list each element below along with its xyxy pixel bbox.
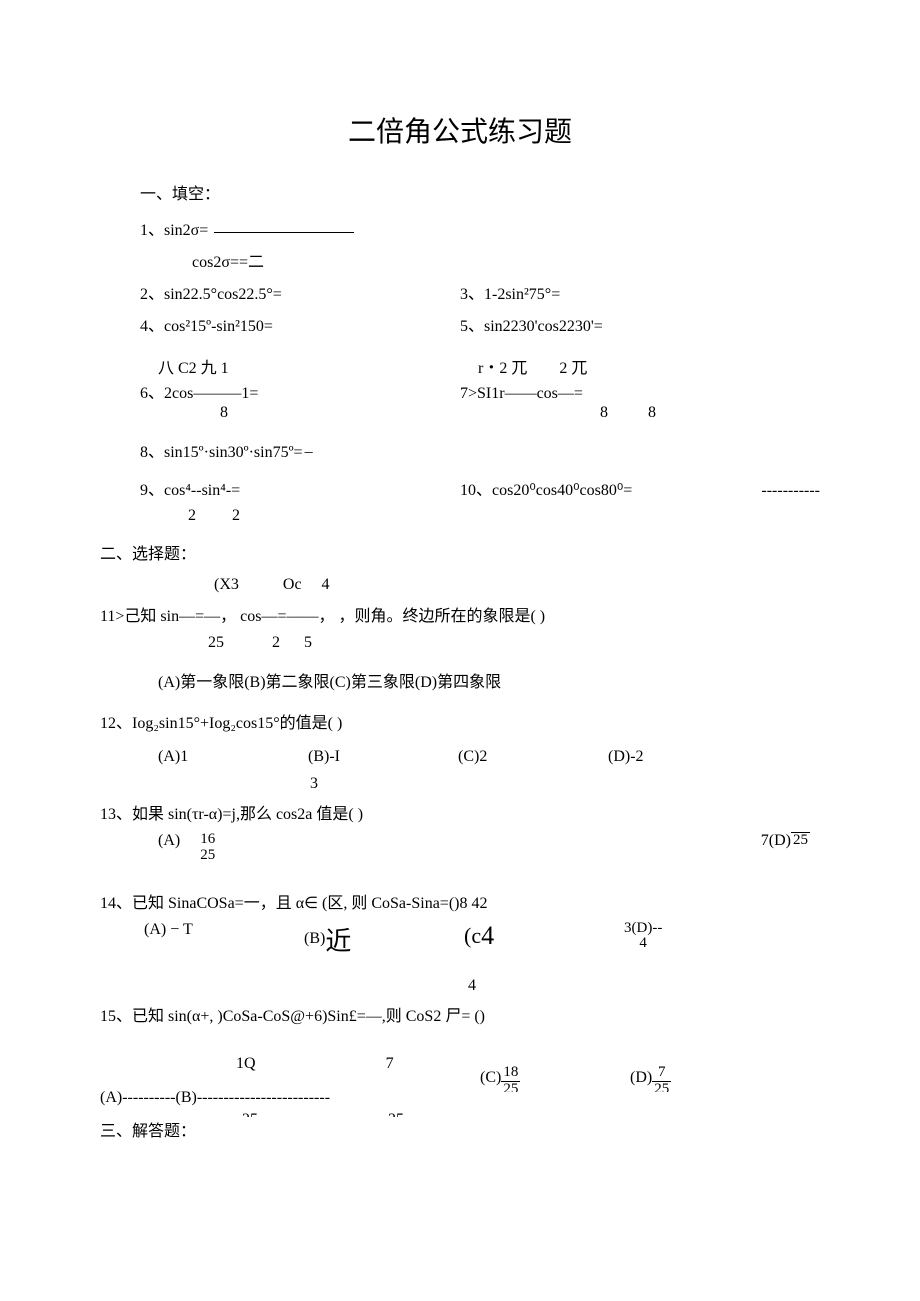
q14-d-frac: 3(D)-- 4 (624, 921, 662, 953)
worksheet-page: 二倍角公式练习题 一、填空： 1、sin2σ= cos2σ==二 2、sin22… (0, 0, 920, 1213)
q6-q7-bot-row: 8 8 8 (140, 405, 820, 422)
q14-b-text: 近 (325, 927, 351, 956)
q6-top-text: 八 C2 九 1 (140, 354, 478, 378)
q13-opt-d: 7(D) (761, 832, 791, 849)
q13-d-bot: 25 (791, 832, 810, 849)
q15-d-top: 7 (656, 1065, 668, 1081)
q15a-top: 1Q (236, 1055, 256, 1072)
q6-bot-text: 8 (140, 405, 540, 422)
q15-d-frac: 7 25 (652, 1065, 671, 1092)
q10-blank-dashes: ----------- (761, 482, 820, 500)
q9-bot-row: 2 2 (140, 508, 820, 525)
q13-a-frac: 16 25 (198, 832, 217, 864)
q15-ab-text: (A)----------(B)------------------------… (100, 1090, 480, 1107)
q8-row: 8、sin15º·sin30º·sin75º= _ (140, 438, 820, 462)
q11-row: 11>己知 sin—=—， cos—=——， ，则角。终边所在的象限是( ) (100, 602, 820, 626)
q14-c-pre: (c (464, 923, 481, 948)
q13-top-text: 3 (310, 776, 820, 792)
q9-text: 9、cos⁴--sin⁴-= (140, 476, 460, 500)
q15b-bot: 25 (388, 1111, 404, 1117)
q15-c-top: 18 (501, 1065, 520, 1081)
q13-options: (A) 16 25 7(D)25 (158, 832, 820, 864)
q14-c-text: 4 (481, 921, 494, 950)
q14-opt-d: 3(D)-- 4 (624, 921, 784, 958)
q14-opt-b: (B)近 (304, 921, 464, 958)
q11-mid-text: 25 2 5 (208, 634, 820, 652)
q2-q3-row: 2、sin22.5°cos22.5°= 3、1-2sin²75°= (140, 280, 820, 304)
q7-top-text: r・2 兀 2 兀 (478, 354, 820, 378)
q15-text: 15、已知 sin(α+, )CoSa-CoS@+6)Sin£=—,则 CoS2… (100, 1002, 485, 1026)
q7-bot-text: 8 8 (540, 405, 820, 422)
q1-blank (214, 216, 354, 233)
q15-options: 1Q 7 (A)----------(B)--------------------… (100, 1040, 820, 1117)
q14-row: 14、已知 SinaCOSa=一，且 α∈ (区, 则 CoSa-Sina=()… (100, 890, 820, 919)
q14-b-pre: (B) (304, 930, 325, 947)
q12-opt-b: (B)-I (308, 748, 458, 766)
q1b-row: cos2σ==二 (192, 248, 820, 272)
q8-text: 8、sin15º·sin30º·sin75º= (140, 438, 303, 462)
q7-text: 7>SI1r——cos—= (460, 386, 820, 403)
q12-opt-c: (C)2 (458, 748, 608, 766)
q13-a-top: 16 (198, 832, 217, 848)
q8-blank: _ (305, 438, 313, 462)
q12-options: (A)1 (B)-I (C)2 (D)-2 (158, 748, 820, 766)
q15-opt-c: (C) (480, 1069, 501, 1087)
q15-d-bot: 25 (652, 1081, 671, 1092)
q12-row: 12、Iog₂sin15°+Iog₂cos15°的值是( ) (100, 710, 820, 739)
q6-q7-row: 6、2cos———1= 7>SI1r——cos—= (140, 386, 820, 403)
q11-options: (A)第一象限(B)第二象限(C)第三象限(D)第四象限 (158, 668, 820, 692)
q5-text: 5、sin2230'cos2230'= (460, 312, 820, 336)
q6-q7-top-row: 八 C2 九 1 r・2 兀 2 兀 (140, 354, 820, 378)
q15-row: 15、已知 sin(α+, )CoSa-CoS@+6)Sin£=—,则 CoS2… (100, 1002, 820, 1026)
q13-a-bot: 25 (200, 848, 215, 864)
q6-text: 6、2cos———1= (140, 386, 460, 403)
q1-text: 1、sin2σ= (140, 216, 208, 240)
q2-text: 2、sin22.5°cos22.5°= (140, 280, 460, 304)
q12-opt-d: (D)-2 (608, 748, 758, 766)
q15b-top: 7 (386, 1055, 394, 1072)
q11-text: 11>己知 sin—=—， cos—=——， ，则角。终边所在的象限是( ) (100, 602, 545, 626)
q14-options: (A) − T (B)近 (c4 3(D)-- 4 (144, 921, 820, 958)
q14-opt-c: (c4 (464, 921, 624, 958)
q13-text: 13、如果 sin(τr-α)=j,那么 cos2a 值是( ) (100, 800, 363, 824)
q14-opt-a: (A) − T (144, 921, 304, 958)
q13-row: 13、如果 sin(τr-α)=j,那么 cos2a 值是( ) (100, 800, 820, 824)
q15a-bot: 25 (242, 1111, 258, 1117)
page-title: 二倍角公式练习题 (100, 110, 820, 150)
q14-a-text: (A) − T (144, 921, 193, 938)
q15-top-text: 4 (468, 978, 820, 994)
section-fill-blank: 一、填空： (140, 180, 820, 204)
q1-row: 1、sin2σ= (140, 216, 820, 240)
section-answer: 三、解答题： (100, 1117, 820, 1141)
q9-bot-text: 2 2 (140, 508, 508, 525)
q13-opt-a: (A) (158, 832, 180, 850)
q14-d-top: 3(D)-- (624, 921, 662, 937)
q14-d-bot: 4 (639, 936, 647, 952)
q11-top-text: (X3 Oc 4 (214, 576, 820, 594)
q10-text: 10、cos20⁰cos40⁰cos80⁰= (460, 476, 632, 500)
q15-c-frac: 18 25 (501, 1065, 520, 1092)
q13-d-frac: 25 (791, 832, 810, 849)
q15-opt-d: (D) (630, 1069, 652, 1087)
section-multiple-choice: 二、选择题： (100, 540, 820, 564)
q1b-text: cos2σ==二 (192, 248, 264, 272)
q4-q5-row: 4、cos²15º-sin²150= 5、sin2230'cos2230'= (140, 312, 820, 336)
q9-q10-row: 9、cos⁴--sin⁴-= 10、cos20⁰cos40⁰cos80⁰= --… (140, 476, 820, 500)
q4-text: 4、cos²15º-sin²150= (140, 312, 460, 336)
q12-opt-a: (A)1 (158, 748, 308, 766)
q15-c-bot: 25 (501, 1081, 520, 1092)
q3-text: 3、1-2sin²75°= (460, 280, 820, 304)
